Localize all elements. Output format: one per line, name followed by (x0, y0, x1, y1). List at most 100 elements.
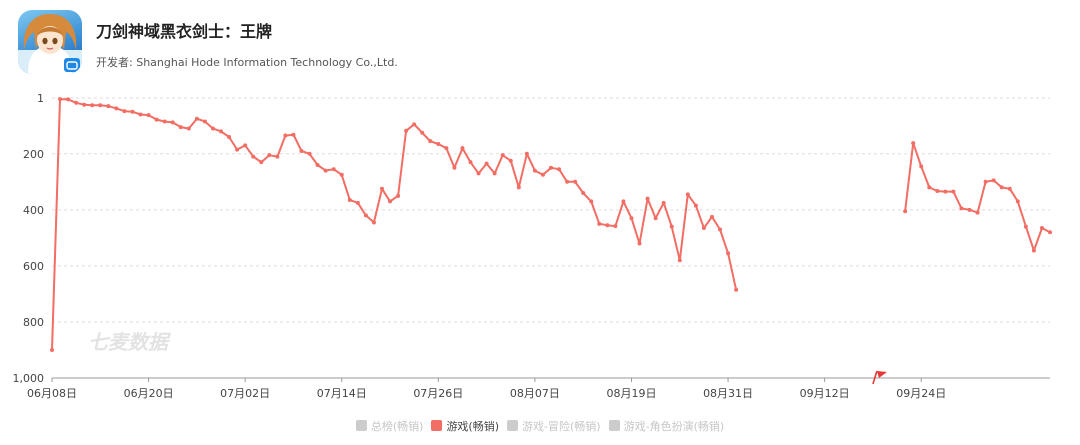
data-point[interactable] (138, 112, 143, 117)
data-point[interactable] (621, 199, 626, 204)
legend-item[interactable]: 游戏-角色扮演(畅销) (608, 418, 724, 434)
data-point[interactable] (677, 258, 682, 263)
data-point[interactable] (476, 171, 481, 176)
data-point[interactable] (114, 106, 119, 111)
data-point[interactable] (363, 213, 368, 218)
data-point[interactable] (130, 109, 135, 114)
flag-marker-icon[interactable] (872, 370, 887, 385)
data-point[interactable] (919, 164, 924, 169)
data-point[interactable] (565, 179, 570, 184)
data-point[interactable] (396, 193, 401, 198)
data-point[interactable] (927, 185, 932, 190)
data-point[interactable] (235, 147, 240, 152)
data-point[interactable] (516, 185, 521, 190)
data-point[interactable] (122, 109, 127, 114)
data-point[interactable] (210, 126, 215, 131)
data-point[interactable] (975, 210, 980, 215)
data-point[interactable] (50, 347, 54, 352)
data-point[interactable] (323, 168, 328, 173)
data-point[interactable] (186, 126, 191, 131)
data-point[interactable] (540, 172, 545, 177)
data-point[interactable] (1048, 230, 1052, 235)
data-point[interactable] (484, 161, 489, 166)
data-point[interactable] (999, 185, 1004, 190)
data-point[interactable] (468, 160, 473, 165)
data-point[interactable] (404, 128, 409, 133)
data-point[interactable] (299, 148, 304, 153)
data-point[interactable] (661, 200, 666, 205)
data-point[interactable] (524, 151, 529, 156)
data-point[interactable] (943, 189, 948, 194)
data-point[interactable] (701, 226, 706, 231)
data-point[interactable] (428, 139, 433, 144)
data-point[interactable] (1023, 224, 1028, 229)
data-point[interactable] (219, 129, 224, 134)
data-point[interactable] (500, 153, 505, 158)
data-point[interactable] (460, 146, 465, 151)
data-point[interactable] (331, 167, 336, 172)
data-point[interactable] (629, 216, 634, 221)
data-point[interactable] (613, 224, 618, 229)
developer-name[interactable]: Shanghai Hode Information Technology Co.… (136, 56, 398, 69)
data-point[interactable] (935, 189, 940, 194)
data-point[interactable] (452, 165, 457, 170)
data-point[interactable] (74, 100, 79, 105)
data-point[interactable] (959, 206, 964, 211)
data-point[interactable] (251, 154, 256, 159)
data-point[interactable] (581, 191, 586, 196)
data-point[interactable] (243, 143, 248, 148)
legend-item[interactable]: 总榜(畅销) (355, 418, 423, 434)
data-point[interactable] (227, 134, 232, 139)
data-point[interactable] (709, 214, 714, 219)
data-point[interactable] (170, 120, 175, 125)
data-point[interactable] (106, 104, 111, 109)
data-point[interactable] (492, 171, 497, 176)
data-point[interactable] (194, 116, 199, 121)
data-point[interactable] (98, 103, 103, 108)
data-point[interactable] (1031, 248, 1036, 253)
data-point[interactable] (58, 97, 63, 102)
data-point[interactable] (1015, 199, 1020, 204)
data-point[interactable] (90, 103, 95, 108)
data-point[interactable] (991, 178, 996, 183)
data-point[interactable] (339, 172, 344, 177)
data-point[interactable] (549, 165, 553, 170)
data-point[interactable] (1039, 226, 1044, 231)
data-point[interactable] (259, 160, 264, 165)
data-point[interactable] (275, 154, 280, 159)
data-point[interactable] (379, 186, 384, 191)
data-point[interactable] (388, 199, 393, 204)
data-point[interactable] (726, 251, 731, 256)
data-point[interactable] (420, 130, 425, 135)
data-point[interactable] (66, 97, 71, 102)
data-point[interactable] (82, 102, 87, 107)
data-point[interactable] (355, 200, 360, 205)
data-point[interactable] (734, 287, 739, 292)
data-point[interactable] (693, 203, 698, 208)
data-point[interactable] (291, 132, 296, 137)
data-point[interactable] (508, 158, 513, 163)
data-point[interactable] (557, 167, 562, 172)
legend-item[interactable]: 游戏(畅销) (431, 418, 499, 434)
data-point[interactable] (637, 241, 642, 246)
data-point[interactable] (162, 119, 167, 124)
data-point[interactable] (283, 133, 288, 138)
data-point[interactable] (202, 119, 207, 124)
data-point[interactable] (669, 224, 674, 229)
data-point[interactable] (911, 141, 916, 146)
data-point[interactable] (412, 122, 417, 127)
data-point[interactable] (605, 223, 610, 228)
legend-item[interactable]: 游戏-冒险(畅销) (507, 418, 601, 434)
data-point[interactable] (154, 117, 159, 122)
data-point[interactable] (903, 209, 908, 214)
data-point[interactable] (1007, 186, 1012, 191)
data-point[interactable] (967, 207, 972, 212)
data-point[interactable] (371, 220, 376, 225)
data-point[interactable] (532, 168, 537, 173)
data-point[interactable] (951, 189, 956, 194)
data-point[interactable] (597, 221, 602, 226)
data-point[interactable] (347, 198, 352, 203)
data-point[interactable] (307, 151, 312, 156)
data-point[interactable] (685, 192, 690, 197)
data-point[interactable] (178, 125, 183, 130)
